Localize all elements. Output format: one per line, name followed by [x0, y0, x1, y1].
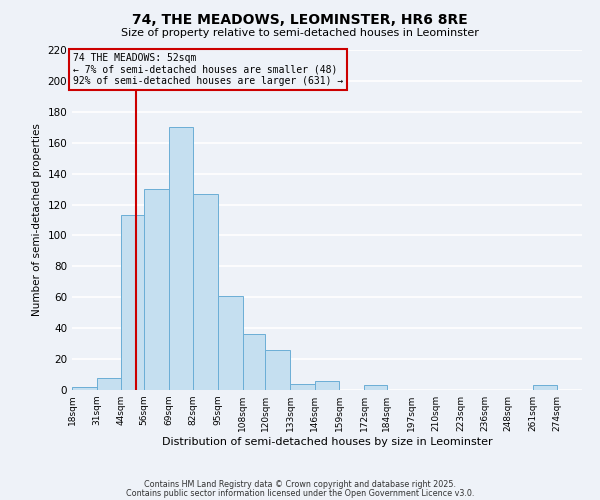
Text: 74 THE MEADOWS: 52sqm
← 7% of semi-detached houses are smaller (48)
92% of semi-: 74 THE MEADOWS: 52sqm ← 7% of semi-detac…	[73, 53, 343, 86]
Bar	[169, 128, 193, 390]
Bar	[97, 378, 121, 390]
Bar	[72, 387, 97, 390]
Bar	[533, 386, 557, 390]
X-axis label: Distribution of semi-detached houses by size in Leominster: Distribution of semi-detached houses by …	[161, 437, 493, 447]
Bar	[364, 386, 387, 390]
Bar	[314, 380, 340, 390]
Bar	[121, 216, 144, 390]
Bar	[265, 350, 290, 390]
Bar	[290, 384, 314, 390]
Bar	[218, 296, 242, 390]
Text: Size of property relative to semi-detached houses in Leominster: Size of property relative to semi-detach…	[121, 28, 479, 38]
Y-axis label: Number of semi-detached properties: Number of semi-detached properties	[32, 124, 42, 316]
Text: Contains public sector information licensed under the Open Government Licence v3: Contains public sector information licen…	[126, 488, 474, 498]
Bar	[242, 334, 265, 390]
Bar	[193, 194, 218, 390]
Bar	[144, 189, 169, 390]
Text: Contains HM Land Registry data © Crown copyright and database right 2025.: Contains HM Land Registry data © Crown c…	[144, 480, 456, 489]
Text: 74, THE MEADOWS, LEOMINSTER, HR6 8RE: 74, THE MEADOWS, LEOMINSTER, HR6 8RE	[132, 12, 468, 26]
